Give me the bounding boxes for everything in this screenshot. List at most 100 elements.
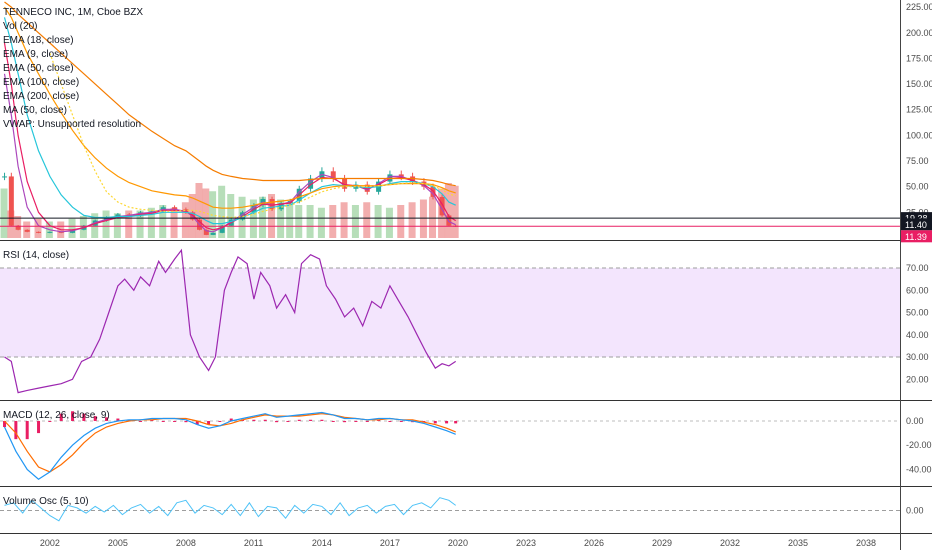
macd-histogram-bar: [82, 413, 86, 421]
legend-vol[interactable]: Vol (20): [3, 21, 37, 32]
rsi-tick-label: 50.00: [906, 308, 929, 318]
volume-bar: [159, 205, 167, 238]
time-tick-label: 2038: [856, 538, 876, 548]
macd-signal-line: [4, 413, 456, 473]
price-axis-ticks[interactable]: 25.0050.0075.00100.00125.00150.00175.002…: [906, 2, 932, 217]
macd-histogram-bar: [454, 420, 458, 424]
candle-body: [24, 229, 30, 232]
ema200-line: [4, 1, 456, 187]
volume-bar: [295, 205, 303, 238]
macd-histogram-bar: [3, 420, 7, 428]
volume-bar: [385, 207, 393, 238]
macd-histogram-bar: [331, 420, 335, 422]
candle-body: [439, 196, 445, 216]
macd-histogram-bar: [48, 420, 52, 422]
legend-vwap[interactable]: VWAP: Unsupported resolution: [3, 119, 141, 130]
candle-body: [15, 225, 21, 230]
macd-histogram-bar: [286, 420, 290, 422]
candle-body: [203, 229, 209, 235]
macd-histogram-bar: [388, 420, 392, 422]
rsi-title[interactable]: RSI (14, close): [3, 250, 69, 261]
price-tick-label: 50.00: [906, 182, 929, 192]
legend-ema200[interactable]: EMA (200, close): [3, 91, 79, 102]
time-tick-label: 2011: [244, 538, 263, 548]
legend-ma50[interactable]: MA (50, close): [3, 105, 67, 116]
macd-histogram-bar: [252, 419, 256, 421]
volume-bar: [286, 202, 294, 238]
volume-bar: [277, 199, 285, 238]
macd-histogram-bar: [297, 419, 301, 421]
candle-body: [330, 171, 336, 179]
macd-title[interactable]: MACD (12, 26, close, 9): [3, 410, 110, 421]
time-tick-label: 2017: [380, 538, 400, 548]
macd-histogram-bar: [116, 418, 120, 421]
rsi-series: [4, 248, 457, 394]
legend-ema9[interactable]: EMA (9, close): [3, 49, 68, 60]
macd-histogram-bar: [37, 420, 41, 434]
macd-histogram-bar: [309, 419, 313, 421]
legend-ema18[interactable]: EMA (18, close): [3, 35, 74, 46]
macd-histogram-bar: [195, 420, 199, 425]
macd-histogram-bar: [25, 420, 29, 440]
volume-bar: [147, 207, 155, 238]
ema100-line: [3, 6, 456, 209]
price-level-lines: [0, 217, 900, 227]
volume-bar: [209, 191, 217, 238]
volume-bar: [68, 218, 76, 238]
rsi-overbought-oversold-band: [0, 268, 900, 357]
candle-body: [47, 231, 53, 233]
macd-histogram-bar: [173, 420, 177, 422]
volume-bar: [340, 202, 348, 238]
candle-body: [269, 199, 275, 210]
macd-histogram-bar: [229, 418, 233, 421]
time-tick-label: 2008: [176, 538, 196, 548]
volume-osc-axis-ticks: 0.00: [906, 506, 924, 516]
macd-histogram-bar: [184, 420, 188, 423]
macd-histogram-bar: [105, 417, 109, 421]
volume-bar: [125, 210, 133, 238]
volume-bar: [170, 207, 178, 238]
legend-ema100[interactable]: EMA (100, close): [3, 77, 79, 88]
price-tick-label: 200.00: [906, 28, 932, 38]
price-tick-label: 175.00: [906, 53, 932, 63]
rsi-tick-label: 60.00: [906, 285, 929, 295]
time-tick-label: 2035: [788, 538, 808, 548]
legend-ema50[interactable]: EMA (50, close): [3, 63, 74, 74]
time-axis-ticks[interactable]: 2002 2005 2008 2011 2014 2017 2020 2023 2026 2029…: [40, 538, 876, 548]
volume-bar: [249, 199, 257, 238]
volume-bar: [0, 188, 8, 238]
macd-histogram-bar: [354, 420, 358, 422]
time-tick-label: 2029: [652, 538, 672, 548]
candle-body: [2, 176, 8, 178]
volume-bar: [374, 205, 382, 238]
macd-histogram-bar: [161, 420, 165, 422]
macd-histogram-bar: [59, 413, 63, 421]
time-tick-label: 2026: [584, 538, 604, 548]
ma50-line: [49, 53, 456, 219]
time-tick-label: 2002: [40, 538, 60, 548]
candle-body: [308, 178, 314, 189]
candle-body: [398, 174, 404, 177]
volume-osc-title[interactable]: Volume Osc (5, 10): [3, 496, 89, 507]
macd-histogram-bar: [139, 420, 143, 422]
macd-histogram-bar: [263, 419, 267, 421]
macd-histogram-bar: [433, 420, 437, 424]
macd-line: [3, 411, 456, 480]
volume-bar: [444, 183, 452, 238]
volume-bar: [329, 205, 337, 238]
volume-bar: [306, 205, 314, 238]
time-tick-label: 2005: [108, 538, 128, 548]
price-tick-label: 75.00: [906, 156, 929, 166]
volume-bar: [419, 199, 427, 238]
price-tag-box: [901, 218, 932, 231]
macd-histogram-bar: [207, 420, 211, 425]
time-tick-label: 2014: [312, 538, 332, 548]
candle-body: [172, 207, 178, 210]
price-tag-box: [901, 230, 932, 243]
volume-bar: [351, 205, 359, 238]
symbol-title[interactable]: TENNECO INC, 1M, Cboe BZX: [3, 7, 143, 18]
macd-axis-ticks: 0.00 -20.00 -40.00: [906, 416, 932, 474]
main-legend: TENNECO INC, 1M, Cboe BZX Vol (20) EMA (…: [3, 7, 143, 130]
